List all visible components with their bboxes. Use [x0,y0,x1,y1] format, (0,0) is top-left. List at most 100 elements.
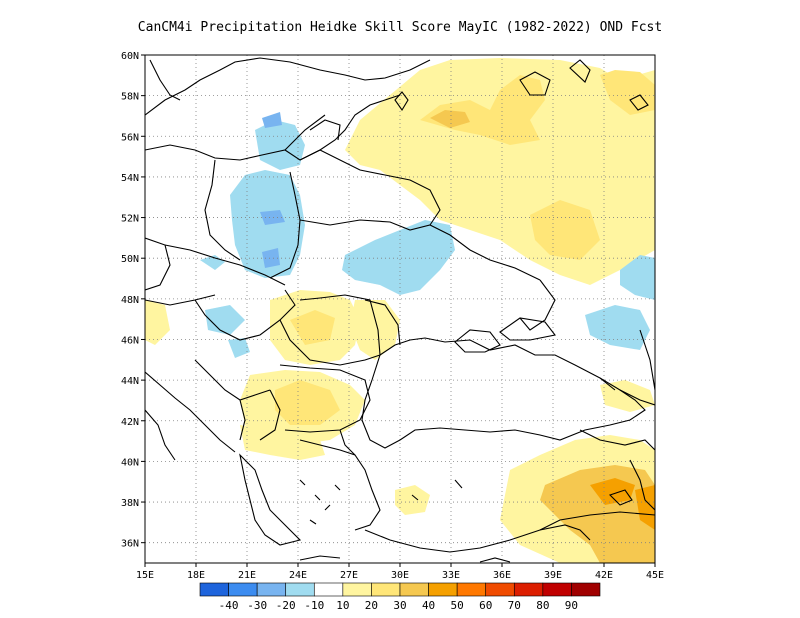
colorbar-swatch [256,582,287,597]
patch-blue-small-c2 [228,338,250,358]
skill-field [145,55,655,563]
lat-tick-label: 46N [121,335,139,346]
lat-tick-label: 36N [121,539,139,550]
colorbar-label: 90 [565,599,578,612]
lake-onega [569,59,591,83]
lat-tick-label: 50N [121,254,139,265]
lake-ne-small [629,94,649,111]
lon-tick-label: 27E [340,570,358,581]
border-caucasus [579,377,655,451]
colorbar-swatch [399,582,429,597]
longitude-ticks: 15E 18E 21E 24E 27E 30E 33E 36E 39E 42E 45E [136,563,664,581]
border-germany [145,237,171,291]
patch-blue-poland3 [262,248,280,268]
colorbar-swatch [456,582,487,597]
colorbar-label: -30 [247,599,267,612]
patch-yellow-sw-caucasus [600,380,655,412]
patch-blue-baltic2 [262,112,282,128]
coastlines-and-borders [145,57,655,563]
aegean-islands [299,479,341,525]
patch-yellow-center2 [290,310,335,345]
adriatic-coast [145,371,236,453]
colorbar-label: 30 [393,599,406,612]
lat-tick-label: 42N [121,417,139,428]
scandinavia-coast [145,57,431,116]
patch-yellow-west [145,300,170,345]
lat-tick-label: 52N [121,214,139,225]
patch-yellow-romania [350,300,400,360]
patch-yellow-greece [240,425,325,460]
border-balkans [194,359,281,441]
patch-orange-small-north [430,110,470,128]
colorbar-swatch [199,582,229,597]
lon-tick-label: 45E [646,570,664,581]
patch-yellow-ne-top [600,70,655,115]
lat-tick-label: 40N [121,457,139,468]
patch-blue-belarus [342,220,455,295]
turkey-south-coast [364,524,591,553]
lon-tick-label: 24E [289,570,307,581]
lat-tick-label: 58N [121,92,139,103]
colorbar-swatch [371,582,401,597]
aegean-coast2 [299,439,381,531]
border-iraq [629,459,655,511]
colorbar-label: 50 [451,599,464,612]
lon-tick-label: 42E [595,570,613,581]
lat-tick-label: 54N [121,173,139,184]
patch-blue-east [585,305,650,350]
border-baltics [284,114,326,161]
colorbar-label: 80 [536,599,549,612]
border-russia-ukraine [519,279,556,331]
patch-blue-ne [620,255,655,300]
colorbar-swatch [513,582,544,597]
colorbar-label: -10 [304,599,324,612]
border-poland-east [269,171,301,279]
lon-tick-label: 15E [136,570,154,581]
border-bulgaria [279,364,371,433]
border-moldova [364,299,401,346]
colorbar-swatch [485,582,515,597]
lon-tick-label: 36E [493,570,511,581]
scandinavia-coast2 [149,59,181,101]
patch-yellow-bulgaria2 [275,380,340,425]
border-poland-west [204,159,241,261]
italy-coast [145,409,176,461]
border-czech-slovakia [164,244,286,286]
colorbar-label: 40 [422,599,435,612]
gulf-riga [309,119,341,141]
crete-coast [299,555,341,561]
patch-yellow-turkey [395,485,430,515]
colorbar-swatch [571,582,601,597]
crimea-coast [454,329,501,353]
colorbar-swatch [313,582,344,597]
patch-yellow-east [530,200,600,260]
aegean-coast [239,453,302,546]
cyprus-coast [479,557,511,563]
colorbar-label: -20 [276,599,296,612]
patch-blue-baltic [255,120,305,170]
lake-van [608,489,633,506]
lat-tick-label: 48N [121,295,139,306]
lon-tick-label: 33E [442,570,460,581]
colorbar-swatch [342,582,372,597]
lake-peipus [394,91,409,112]
lon-tick-label: 30E [391,570,409,581]
graticule [145,55,655,563]
border-syria [539,511,655,531]
caspian-coast [639,329,655,391]
lon-tick-label: 39E [544,570,562,581]
colorbar-label: 60 [479,599,492,612]
patch-blue-poland2 [260,210,285,225]
map-title: CanCM4i Precipitation Heidke Skill Score… [137,20,663,35]
patch-blue-small-c [205,305,245,335]
lon-tick-label: 21E [238,570,256,581]
lat-tick-label: 60N [121,51,139,62]
border-austria [145,294,216,306]
colorbar-label: -40 [219,599,239,612]
colorbar-label: 10 [336,599,349,612]
border-hungary [194,289,296,341]
latitude-ticks: 60N 58N 56N 54N 52N 50N 48N 46N 44N 42N 40N 38N 36N [121,51,145,550]
lakes-turkey [411,479,463,501]
